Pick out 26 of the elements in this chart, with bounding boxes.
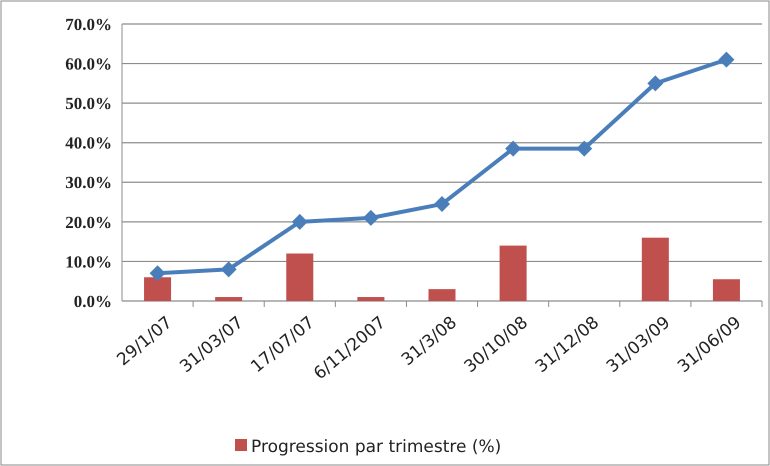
point [505, 140, 522, 157]
point [220, 261, 237, 278]
y-tick-label: 10.0% [65, 252, 112, 272]
y-tick-label: 50.0% [65, 94, 112, 114]
legend-label: Progression par trimestre (%) [251, 436, 502, 457]
point [434, 196, 450, 212]
point [362, 210, 379, 226]
bar [357, 297, 384, 301]
bar [712, 279, 740, 301]
y-tick-label: 60.0% [65, 54, 112, 74]
bar [215, 297, 242, 301]
point [718, 52, 734, 68]
point [150, 265, 166, 282]
bar [500, 246, 527, 301]
y-tick-label: 0.0% [74, 292, 112, 311]
y-tick-label: 40.0% [65, 134, 112, 153]
y-tick-label: 70.0% [65, 14, 112, 34]
y-tick-label: 20.0% [65, 212, 112, 232]
point [647, 75, 664, 92]
bar [144, 277, 172, 301]
bar [286, 254, 314, 301]
y-tick-label: 30.0% [65, 173, 112, 192]
bar [642, 238, 669, 301]
point [576, 140, 592, 157]
point [292, 214, 308, 230]
bar [428, 289, 456, 301]
